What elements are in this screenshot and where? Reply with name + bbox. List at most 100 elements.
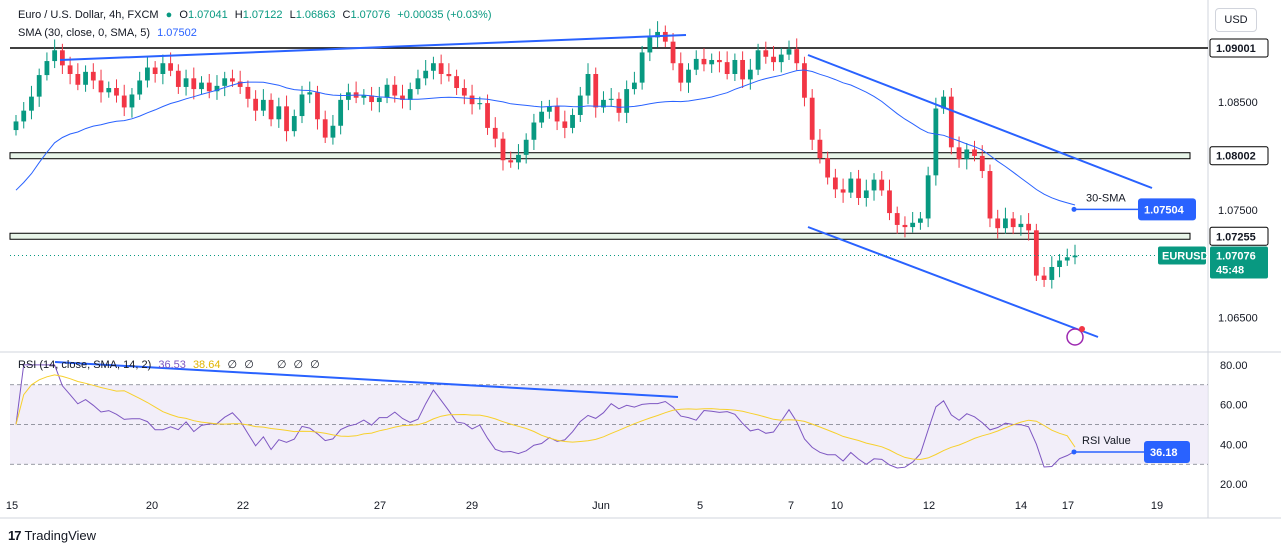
candle-body xyxy=(322,119,328,138)
currency-button[interactable]: USD xyxy=(1215,8,1257,32)
candle-body xyxy=(330,125,336,138)
time-tick-label: 12 xyxy=(923,500,935,512)
candle-body xyxy=(485,103,490,128)
candle-body xyxy=(832,177,838,190)
alert-badge xyxy=(1079,326,1085,332)
candle-body xyxy=(260,99,266,111)
rsi-callout-label: RSI Value xyxy=(1082,435,1131,447)
sma-30-line xyxy=(15,69,1076,206)
candle-body xyxy=(593,74,599,108)
candle-body xyxy=(67,65,73,74)
low-value: 1.06863 xyxy=(295,9,336,21)
rsi-legend[interactable]: RSI (14, close, SMA, 14, 2) 36.53 38.64 … xyxy=(18,359,320,371)
candle-body xyxy=(763,50,769,57)
candle-body xyxy=(848,178,854,193)
candle-body xyxy=(90,71,96,81)
candle-body xyxy=(268,99,274,120)
time-tick-label: 5 xyxy=(697,500,703,512)
candle-body xyxy=(933,108,939,176)
candle-body xyxy=(1010,218,1016,228)
candle-body xyxy=(631,82,637,90)
candle-body xyxy=(802,63,807,98)
candle-body xyxy=(245,86,251,99)
candle-body xyxy=(21,110,27,122)
candle-body xyxy=(191,78,197,90)
candle-body xyxy=(214,85,220,92)
rsi-ma-line xyxy=(15,374,1076,461)
candle-body xyxy=(438,63,444,74)
candle-body xyxy=(1003,218,1008,229)
candle-body xyxy=(415,78,421,90)
candle-body xyxy=(693,58,699,70)
candle-body xyxy=(616,98,622,113)
candle-body xyxy=(887,190,892,214)
candle-body xyxy=(477,103,483,105)
candle-body xyxy=(237,81,243,87)
close-value: 1.07076 xyxy=(350,9,391,21)
candle-body xyxy=(299,94,305,117)
candle-body xyxy=(284,106,289,132)
candle-body xyxy=(407,89,413,100)
change-value: +0.00035 (+0.03%) xyxy=(397,9,492,21)
rsi-callout-dot xyxy=(1071,449,1077,455)
candle-body xyxy=(106,88,112,93)
rsi-ma-value: 38.64 xyxy=(192,359,221,371)
candle-body xyxy=(75,74,81,85)
candle-body xyxy=(956,147,962,160)
sma-callout-box xyxy=(1138,198,1196,221)
candle-body xyxy=(36,75,42,97)
candle-body xyxy=(59,50,65,66)
symbol-title: Euro / U.S. Dollar, 4h, FXCM xyxy=(18,9,159,21)
candle-body xyxy=(338,99,344,126)
time-tick-label: 29 xyxy=(466,500,478,512)
trendline xyxy=(59,34,687,61)
time-tick-label: 10 xyxy=(831,500,843,512)
candle-body xyxy=(253,98,259,111)
rsi-line xyxy=(15,364,1076,469)
candle-body xyxy=(771,56,776,63)
candle-body xyxy=(709,59,715,65)
candle-body xyxy=(345,92,351,100)
sma-legend[interactable]: SMA (30, close, 0, SMA, 5) 1.07502 xyxy=(18,27,201,39)
candle-body xyxy=(1026,223,1032,231)
time-tick-label: 15 xyxy=(6,500,18,512)
candle-body xyxy=(732,59,738,74)
time-tick-label: 19 xyxy=(1151,500,1163,512)
candle-body xyxy=(523,139,529,155)
open-value: 1.07041 xyxy=(187,9,228,21)
candle-body xyxy=(392,84,398,96)
candle-body xyxy=(83,71,88,85)
candle-body xyxy=(145,67,150,81)
candle-body xyxy=(701,58,707,65)
high-value: 1.07122 xyxy=(242,9,283,21)
time-tick-label: 20 xyxy=(146,500,158,512)
level-price-tag-label: 1.09001 xyxy=(1216,43,1256,55)
dot-icon: ● xyxy=(165,9,173,21)
candle-body xyxy=(129,94,135,108)
tradingview-logo-icon: 17 xyxy=(8,528,22,543)
candle-body xyxy=(786,49,792,55)
candle-body xyxy=(461,88,467,96)
candle-body xyxy=(315,92,320,120)
candle-body xyxy=(910,222,916,228)
sma-callout-value: 1.07504 xyxy=(1144,204,1185,216)
level-price-tag xyxy=(1209,38,1269,58)
candle-body xyxy=(492,127,498,139)
tradingview-logo[interactable]: 17 TradingView xyxy=(8,528,96,543)
rsi-value: 36.53 xyxy=(158,359,186,371)
candle-body xyxy=(918,218,923,223)
level-zone xyxy=(9,152,1191,160)
candle-body xyxy=(995,218,1001,229)
candle-body xyxy=(183,78,189,87)
candle-body xyxy=(222,78,228,86)
candle-body xyxy=(686,69,691,83)
candle-body xyxy=(376,97,382,103)
candle-body xyxy=(230,78,235,82)
time-tick-label: 7 xyxy=(788,500,794,512)
countdown-label: 45:48 xyxy=(1216,265,1244,277)
time-tick-label: 27 xyxy=(374,500,386,512)
level-price-tag xyxy=(1209,146,1269,166)
candle-body xyxy=(206,82,212,92)
candle-body xyxy=(840,189,846,193)
